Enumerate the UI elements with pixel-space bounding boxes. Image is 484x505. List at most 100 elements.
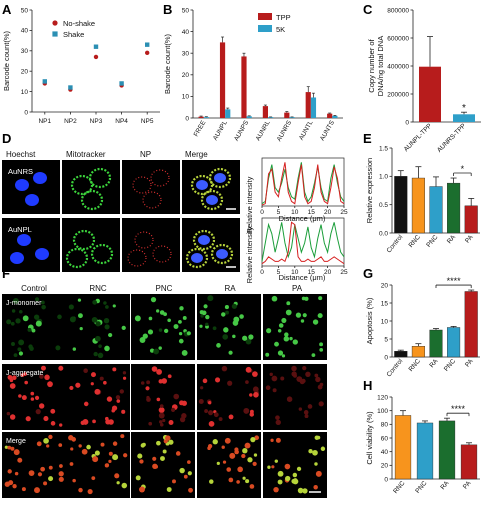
f-cell xyxy=(304,414,309,419)
d-col-mitotracker: Mitotracker xyxy=(66,150,106,159)
f-cell xyxy=(41,304,46,310)
f-cell xyxy=(75,382,81,388)
f-cell xyxy=(281,317,287,323)
d-profile-line xyxy=(261,162,345,206)
b-ytick-label: 30 xyxy=(182,51,190,58)
h-ytick-label: 120 xyxy=(377,394,388,401)
f-cell xyxy=(252,371,258,377)
f-cell xyxy=(82,419,89,425)
d-profile-ylabel-top: Relative intensity xyxy=(245,176,254,233)
f-cell xyxy=(208,401,212,405)
f-cell xyxy=(286,301,291,306)
f-cell xyxy=(312,449,318,456)
f-cell xyxy=(50,421,56,426)
b-ylabel: Barcode count(%) xyxy=(163,33,172,94)
f-cell xyxy=(156,369,162,375)
f-cell xyxy=(249,393,253,397)
f-cell xyxy=(314,435,320,440)
f-cell xyxy=(19,309,23,314)
f-cell xyxy=(303,410,309,415)
g-ytick-label: 5 xyxy=(384,336,388,343)
f-cell xyxy=(229,452,236,459)
f-cell xyxy=(78,487,83,493)
f-cell xyxy=(289,336,293,341)
f-cell xyxy=(175,451,181,456)
d-micrograph-aunrs-np xyxy=(122,160,180,214)
f-cell xyxy=(33,314,40,320)
f-cell xyxy=(34,487,40,494)
f-cell xyxy=(10,321,15,326)
c-ytick-label: 200000 xyxy=(387,91,409,98)
f-cell xyxy=(212,439,218,445)
f-cell xyxy=(17,457,23,463)
d-np-signal xyxy=(132,176,152,194)
f-cell xyxy=(40,466,46,472)
d-profile-xtick-label: 15 xyxy=(308,209,316,216)
f-micrograph xyxy=(66,432,130,498)
f-cell xyxy=(320,446,326,451)
a-ytick-label: 10 xyxy=(21,89,29,96)
h-xtick-label: PA xyxy=(462,479,473,490)
f-cell xyxy=(95,321,101,327)
f-cell xyxy=(293,478,298,483)
f-cell xyxy=(178,338,184,344)
f-cell xyxy=(277,350,284,356)
a-ytick-label: 0 xyxy=(24,109,28,116)
d-np-signal xyxy=(150,169,170,187)
f-cell xyxy=(216,343,221,348)
f-cell xyxy=(317,313,323,319)
f-cell xyxy=(69,316,76,323)
panel-label-c: C xyxy=(363,2,373,17)
b-legend-tpp: TPP xyxy=(276,13,291,22)
f-cell xyxy=(224,305,229,310)
f-cell xyxy=(315,470,322,477)
b-xtick-label: AUNRS xyxy=(276,119,294,143)
f-cell xyxy=(145,386,150,391)
f-cell xyxy=(156,397,161,402)
g-xtick-label: RA xyxy=(428,357,440,369)
f-cell xyxy=(284,475,291,482)
d-merge-nucleus xyxy=(191,253,203,263)
f-cell xyxy=(158,328,163,332)
f-cell xyxy=(182,316,187,320)
f-cell xyxy=(147,329,154,335)
f-cell xyxy=(311,353,316,357)
f-cell xyxy=(179,416,186,423)
f-cell xyxy=(228,350,233,355)
d-profile-xtick-label: 0 xyxy=(260,209,264,216)
d-profile-top: 0 5 10 15 20 25 xyxy=(260,157,348,216)
f-row-label: Merge xyxy=(6,438,26,445)
d-profile-xtick-label: 5 xyxy=(277,209,281,216)
f-cell xyxy=(205,322,209,326)
f-cell xyxy=(271,465,275,469)
f-cell xyxy=(148,316,153,321)
a-ytick-label: 40 xyxy=(21,28,29,35)
f-cell xyxy=(47,381,53,388)
f-cell xyxy=(188,487,193,493)
f-cell xyxy=(239,314,244,319)
d-np-signal xyxy=(142,191,162,209)
f-cell xyxy=(139,486,145,493)
f-cell xyxy=(151,366,158,372)
f-cell xyxy=(274,341,279,347)
panel-label-h: H xyxy=(363,378,372,393)
f-cell xyxy=(94,335,101,342)
f-cell xyxy=(291,365,297,372)
f-micrograph xyxy=(131,294,195,360)
f-cell xyxy=(178,320,182,324)
f-cell xyxy=(77,313,83,319)
f-cell xyxy=(18,339,25,346)
f-cell xyxy=(168,439,174,445)
f-cell xyxy=(222,334,229,340)
b-bar-tpp xyxy=(262,106,268,118)
f-cell xyxy=(167,318,171,323)
f-cell xyxy=(13,449,20,456)
f-cell xyxy=(178,331,183,336)
e-ylabel: Relative expression xyxy=(365,158,374,223)
b-bar-5k xyxy=(246,116,252,118)
h-bar xyxy=(394,415,412,480)
f-cell xyxy=(112,441,118,446)
f-cell xyxy=(267,465,271,469)
b-bar-5k xyxy=(310,97,317,118)
